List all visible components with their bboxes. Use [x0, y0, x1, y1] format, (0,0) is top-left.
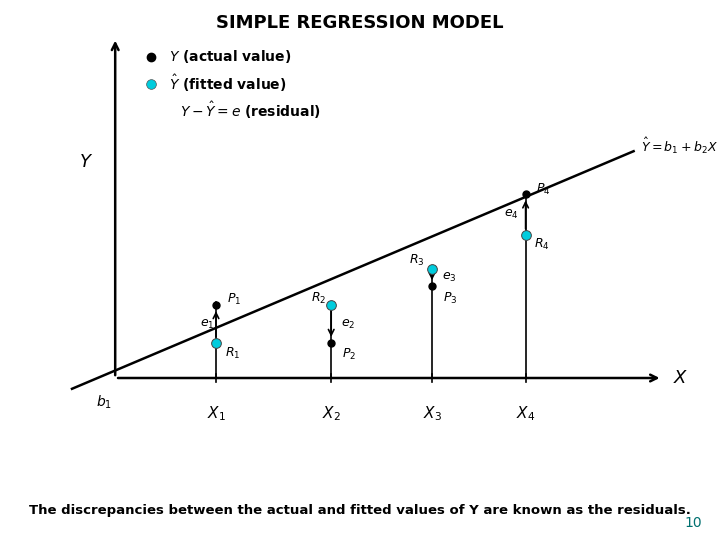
- Text: $\mathit{P}_2$: $\mathit{P}_2$: [342, 347, 356, 362]
- Text: $\mathit{Y} - \hat{\mathit{Y}} = e$ (residual): $\mathit{Y} - \hat{\mathit{Y}} = e$ (res…: [180, 100, 321, 122]
- Text: $\mathit{b}_1$: $\mathit{b}_1$: [96, 394, 112, 411]
- Text: $\mathit{Y}$: $\mathit{Y}$: [79, 153, 94, 171]
- Text: $\hat{\mathit{Y}} = \mathit{b}_1 + \mathit{b}_2\mathit{X}$: $\hat{\mathit{Y}} = \mathit{b}_1 + \math…: [641, 136, 718, 156]
- Text: $\hat{\mathit{Y}}$ (fitted value): $\hat{\mathit{Y}}$ (fitted value): [169, 73, 287, 94]
- Text: The discrepancies between the actual and fitted values of Y are known as the res: The discrepancies between the actual and…: [29, 504, 690, 517]
- Text: $\mathit{R}_4$: $\mathit{R}_4$: [534, 237, 550, 252]
- Text: $\mathit{P}_4$: $\mathit{P}_4$: [536, 181, 551, 197]
- Text: $\mathit{P}_1$: $\mathit{P}_1$: [227, 292, 241, 307]
- Text: $\mathit{X_3}$: $\mathit{X_3}$: [423, 404, 441, 423]
- Text: $\mathit{X}$: $\mathit{X}$: [672, 369, 688, 387]
- Text: $\mathit{e}_2$: $\mathit{e}_2$: [341, 318, 356, 330]
- Text: $\mathit{e}_4$: $\mathit{e}_4$: [504, 208, 518, 221]
- Text: $\mathit{R}_3$: $\mathit{R}_3$: [409, 253, 425, 268]
- Text: $\mathit{e}_3$: $\mathit{e}_3$: [442, 271, 456, 284]
- Text: $\mathit{X_2}$: $\mathit{X_2}$: [322, 404, 341, 423]
- Text: $\mathit{P}_3$: $\mathit{P}_3$: [443, 291, 457, 306]
- Text: $\mathit{Y}$ (actual value): $\mathit{Y}$ (actual value): [169, 48, 292, 65]
- Text: $\mathit{e}_1$: $\mathit{e}_1$: [200, 318, 215, 330]
- Text: $\mathit{X_1}$: $\mathit{X_1}$: [207, 404, 225, 423]
- Text: $\mathit{R}_1$: $\mathit{R}_1$: [225, 346, 240, 361]
- Text: SIMPLE REGRESSION MODEL: SIMPLE REGRESSION MODEL: [216, 14, 504, 31]
- Text: $\mathit{X_4}$: $\mathit{X_4}$: [516, 404, 535, 423]
- Text: $\mathit{R}_2$: $\mathit{R}_2$: [311, 291, 326, 306]
- Text: 10: 10: [685, 516, 702, 530]
